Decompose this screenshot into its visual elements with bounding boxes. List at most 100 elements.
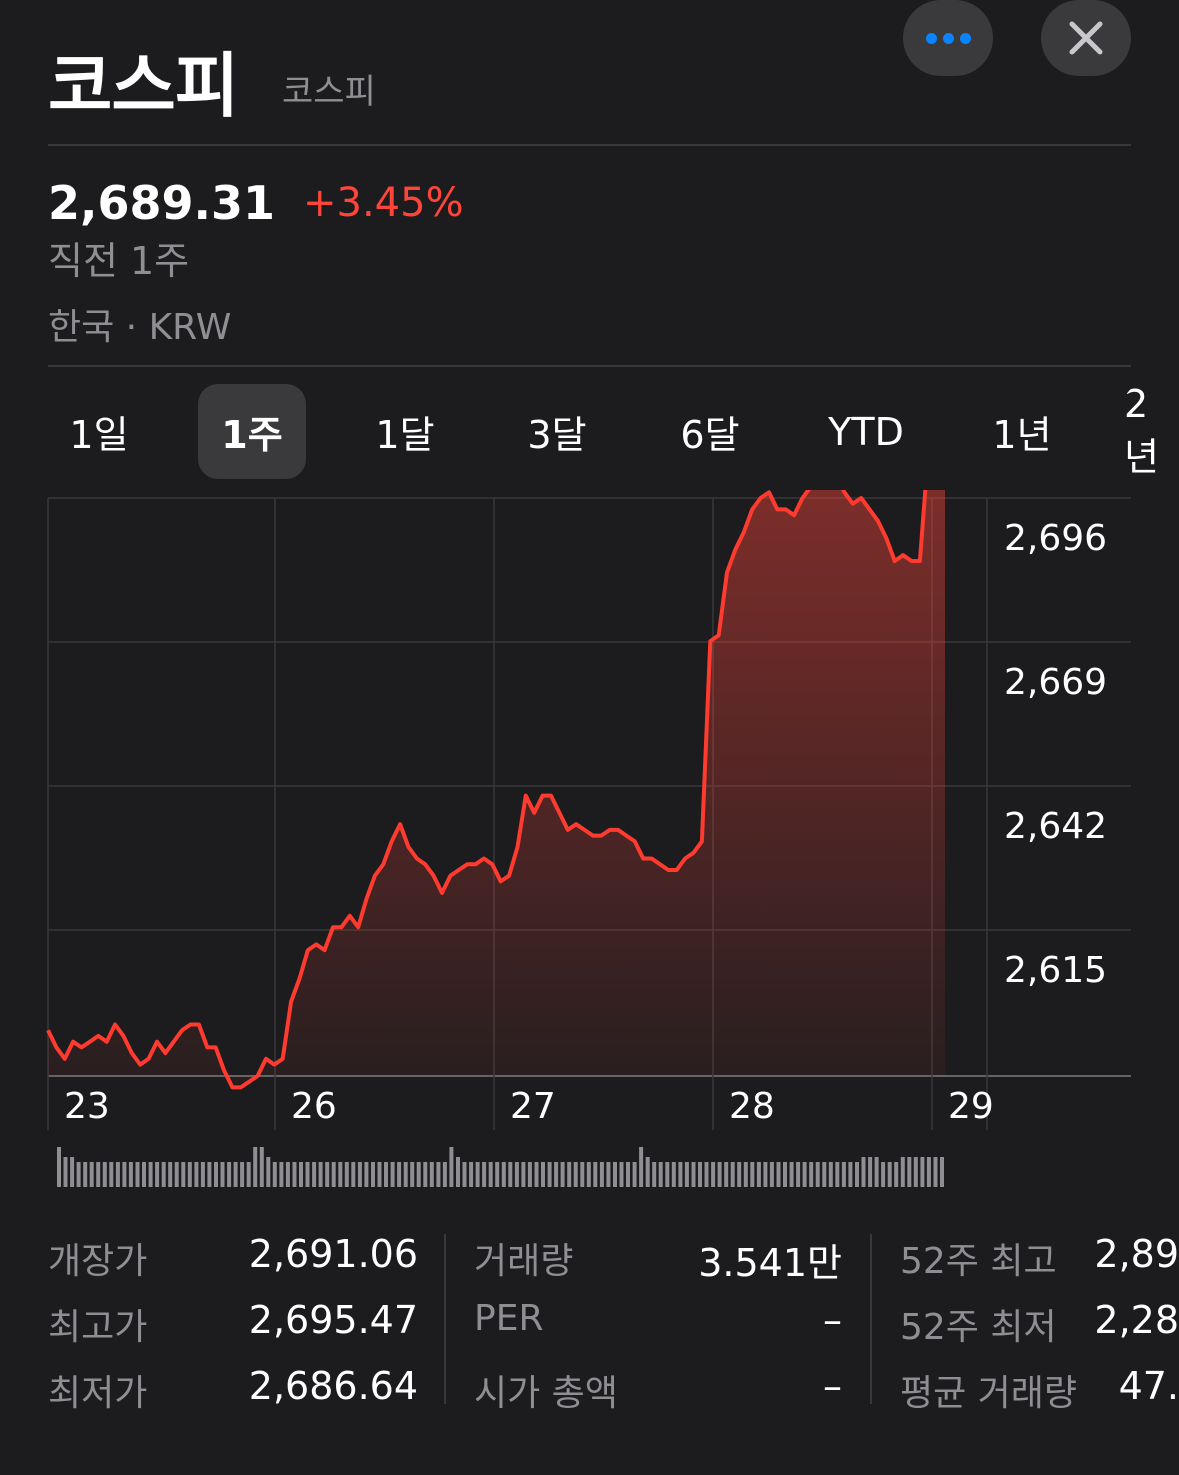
stat-value: 2,695.47	[248, 1298, 418, 1342]
volume-bar	[868, 1157, 873, 1187]
volume-bar	[488, 1162, 493, 1187]
x-axis: 23 26 27 28 29	[64, 1086, 994, 1127]
y-tick-label: 2,669	[1004, 662, 1107, 703]
more-options-button[interactable]	[903, 0, 993, 76]
volume-bar	[456, 1157, 460, 1187]
volume-bar	[560, 1162, 565, 1187]
stat-value: 2,691.06	[248, 1232, 418, 1276]
volume-bar	[796, 1162, 801, 1187]
volume-bar	[547, 1162, 552, 1187]
close-x-icon	[1069, 21, 1103, 55]
volume-bar	[684, 1162, 689, 1187]
volume-bar	[351, 1162, 356, 1187]
volume-bar	[841, 1162, 846, 1187]
x-tick-label: 29	[948, 1086, 994, 1127]
volume-bar	[691, 1162, 696, 1187]
volume-bar	[763, 1162, 768, 1187]
volume-bar	[789, 1162, 794, 1187]
x-tick-label: 26	[291, 1086, 337, 1127]
stat-label: 52주 최고	[900, 1241, 1057, 1282]
stat-market-cap: 시가 총액 –	[474, 1364, 842, 1430]
volume-bar	[83, 1162, 88, 1187]
volume-bar	[482, 1162, 487, 1187]
volume-bar	[429, 1162, 434, 1187]
tab-1m[interactable]: 1달	[375, 413, 435, 457]
y-tick-label: 2,642	[1004, 806, 1107, 847]
current-price: 2,689.31	[48, 176, 275, 230]
volume-bar	[246, 1162, 251, 1187]
volume-bar	[711, 1162, 716, 1187]
volume-bar	[285, 1162, 290, 1187]
volume-bar	[331, 1162, 336, 1187]
market-currency-label: 한국 · KRW	[48, 307, 232, 348]
y-tick-label: 2,696	[1004, 518, 1107, 559]
tab-1d[interactable]: 1일	[69, 413, 129, 457]
tab-ytd[interactable]: YTD	[828, 409, 904, 454]
volume-bar	[894, 1162, 899, 1187]
price-chart[interactable]: 2,696 2,669 2,642 2,615 23 26 27 28 29	[0, 490, 1179, 1190]
volume-bar	[128, 1162, 133, 1187]
page-title: 코스피	[48, 45, 239, 127]
volume-bar	[148, 1162, 153, 1187]
close-button[interactable]	[1041, 0, 1131, 76]
volume-bar	[737, 1162, 742, 1187]
x-tick-label: 23	[64, 1086, 110, 1127]
volume-bar	[416, 1162, 421, 1187]
volume-bar	[724, 1162, 729, 1187]
volume-bar	[475, 1162, 480, 1187]
volume-bar	[259, 1147, 264, 1187]
stat-open: 개장가 2,691.06	[48, 1232, 418, 1298]
volume-bar	[920, 1157, 925, 1187]
volume-bar	[913, 1157, 918, 1187]
volume-bar	[658, 1162, 663, 1187]
volume-bar	[325, 1162, 330, 1187]
volume-bar	[168, 1162, 173, 1187]
volume-bar	[822, 1162, 827, 1187]
volume-bar	[115, 1162, 120, 1187]
period-label: 직전 1주	[48, 239, 190, 283]
volume-bar	[593, 1162, 598, 1187]
volume-bar	[861, 1157, 866, 1187]
volume-bar	[776, 1162, 781, 1187]
stat-high: 최고가 2,695.47	[48, 1298, 418, 1364]
volume-bar	[698, 1162, 702, 1187]
volume-bar	[940, 1157, 944, 1187]
stat-52w-high: 52주 최고 2,89	[900, 1232, 1179, 1298]
volume-bar	[187, 1162, 192, 1187]
tab-2y[interactable]: 2년	[1124, 384, 1159, 479]
volume-bar	[815, 1162, 820, 1187]
volume-bar	[501, 1162, 506, 1187]
stat-label: 최고가	[48, 1307, 148, 1348]
volume-bar	[514, 1162, 519, 1187]
stat-label: 개장가	[48, 1241, 148, 1282]
tab-6m[interactable]: 6달	[680, 413, 740, 457]
stat-value: 2,28	[1094, 1298, 1179, 1342]
volume-bar	[613, 1162, 617, 1187]
stat-volume: 거래량 3.541만	[474, 1232, 842, 1298]
volume-bar	[626, 1162, 630, 1187]
volume-bar	[57, 1147, 61, 1187]
tab-1w[interactable]: 1주	[198, 384, 306, 479]
price-area-fill	[48, 490, 945, 1088]
volume-bar	[122, 1162, 127, 1187]
volume-bar	[469, 1162, 474, 1187]
stat-label: 52주 최저	[900, 1307, 1057, 1348]
volume-bar	[881, 1162, 886, 1187]
stats-col-1: 개장가 2,691.06 최고가 2,695.47 최저가 2,686.64	[48, 1232, 418, 1430]
volume-bar	[89, 1162, 94, 1187]
tab-3m[interactable]: 3달	[527, 413, 587, 457]
volume-bar	[750, 1162, 755, 1187]
volume-bar	[155, 1162, 160, 1187]
volume-bar	[397, 1162, 402, 1187]
volume-bar	[63, 1157, 68, 1187]
volume-bar	[200, 1162, 205, 1187]
volume-bar	[174, 1162, 179, 1187]
volume-bar	[76, 1162, 81, 1187]
volume-bar	[508, 1162, 513, 1187]
volume-bar	[521, 1162, 526, 1187]
stats-col-2: 거래량 3.541만 PER – 시가 총액 –	[474, 1232, 842, 1430]
stat-value: 3.541만	[698, 1241, 842, 1285]
tab-1y[interactable]: 1년	[992, 413, 1052, 457]
stat-value: 2,89	[1094, 1232, 1179, 1276]
volume-bar	[207, 1162, 212, 1187]
